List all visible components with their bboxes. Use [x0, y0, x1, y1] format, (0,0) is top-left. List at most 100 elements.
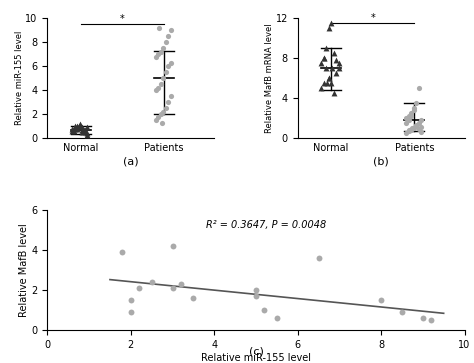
Point — [317, 60, 325, 66]
Point — [252, 293, 260, 299]
Point — [335, 65, 342, 71]
Point — [327, 80, 335, 86]
Point — [273, 315, 281, 321]
Point — [81, 127, 89, 133]
Point — [398, 309, 406, 315]
Point — [323, 80, 331, 86]
Point — [315, 256, 322, 261]
Point — [417, 124, 425, 130]
Point — [320, 80, 328, 86]
Point — [155, 85, 162, 91]
Point — [83, 132, 91, 138]
Point — [406, 127, 413, 133]
Point — [78, 129, 85, 135]
Y-axis label: Relative miR-155 level: Relative miR-155 level — [15, 31, 24, 125]
Point — [79, 127, 86, 133]
Point — [322, 45, 330, 51]
Point — [325, 75, 332, 81]
Point — [71, 126, 79, 131]
Point — [155, 114, 162, 119]
Point — [164, 33, 172, 39]
Point — [162, 105, 170, 111]
Point — [177, 281, 185, 287]
Point — [160, 75, 167, 81]
Text: (c): (c) — [248, 346, 264, 356]
Point — [252, 287, 260, 293]
Point — [75, 123, 83, 129]
Point — [157, 81, 164, 87]
Y-axis label: Relative MafB mRNA level: Relative MafB mRNA level — [265, 23, 274, 133]
Text: *: * — [120, 13, 125, 24]
Point — [408, 125, 416, 131]
Point — [155, 51, 162, 57]
Point — [127, 309, 135, 315]
Point — [412, 100, 420, 106]
Point — [322, 65, 330, 71]
Point — [164, 63, 172, 69]
Point — [152, 117, 160, 123]
Point — [76, 122, 84, 128]
Text: R² = 0.3647, P = 0.0048: R² = 0.3647, P = 0.0048 — [206, 220, 326, 230]
Point — [127, 297, 135, 303]
Point — [328, 65, 336, 71]
Point — [402, 115, 410, 121]
Point — [73, 125, 81, 130]
Point — [417, 117, 425, 123]
Point — [330, 50, 337, 56]
Point — [157, 49, 164, 55]
Point — [320, 55, 328, 61]
Point — [412, 122, 420, 128]
Point — [325, 25, 332, 31]
Point — [169, 285, 176, 291]
Point — [148, 280, 155, 285]
Point — [405, 113, 412, 119]
Point — [152, 87, 160, 93]
Point — [73, 126, 81, 131]
Point — [83, 125, 91, 130]
Text: (b): (b) — [373, 156, 389, 167]
Y-axis label: Relative MafB level: Relative MafB level — [18, 223, 28, 317]
Point — [69, 126, 76, 131]
Point — [167, 93, 174, 99]
Point — [80, 127, 88, 133]
Point — [155, 25, 163, 30]
Point — [320, 55, 328, 61]
Point — [405, 128, 412, 134]
Point — [332, 70, 340, 76]
Point — [79, 125, 86, 130]
Point — [410, 125, 418, 131]
Point — [428, 317, 435, 323]
Point — [412, 123, 420, 129]
Point — [332, 57, 340, 63]
Point — [335, 60, 342, 66]
Point — [167, 27, 174, 33]
Point — [407, 113, 415, 119]
Point — [169, 243, 176, 249]
Point — [69, 128, 76, 134]
Point — [71, 123, 79, 129]
Point — [377, 297, 385, 303]
Point — [76, 121, 84, 127]
Point — [415, 85, 422, 91]
Point — [152, 54, 160, 60]
Point — [402, 130, 410, 136]
Point — [327, 20, 335, 26]
Point — [419, 315, 427, 321]
Point — [164, 99, 172, 105]
Point — [157, 111, 164, 117]
Point — [73, 123, 81, 129]
Text: *: * — [370, 13, 375, 23]
Point — [330, 90, 337, 96]
Point — [81, 129, 89, 135]
Point — [261, 307, 268, 313]
Point — [407, 110, 415, 116]
Point — [160, 109, 167, 115]
Text: (a): (a) — [123, 156, 138, 167]
Point — [405, 117, 412, 123]
X-axis label: Relative miR-155 level: Relative miR-155 level — [201, 353, 311, 363]
Point — [70, 128, 78, 134]
Point — [162, 69, 170, 75]
Point — [402, 120, 410, 126]
Point — [190, 295, 197, 301]
Point — [136, 285, 143, 291]
